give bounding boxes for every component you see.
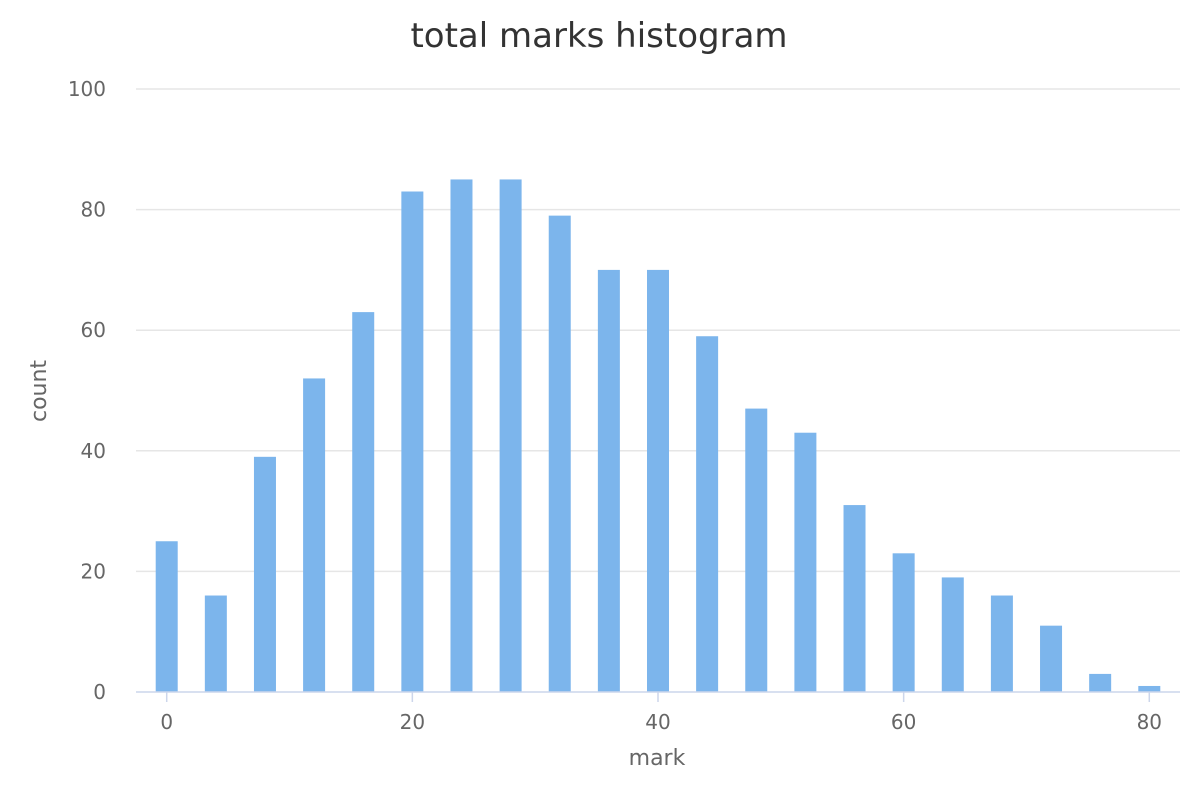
histogram-bar: [352, 312, 375, 692]
histogram-bar: [745, 408, 768, 692]
x-axis-ticks: 0 20 40 60 80: [160, 710, 1162, 734]
y-tick-label: 20: [81, 559, 106, 583]
histogram-bar: [1040, 625, 1063, 692]
histogram-bar: [548, 215, 571, 692]
histogram-bar: [303, 378, 326, 692]
x-tick-label: 60: [891, 710, 916, 734]
histogram-bar: [990, 595, 1013, 692]
histogram-bar: [794, 432, 817, 692]
x-tick-label: 40: [645, 710, 670, 734]
bars: [155, 179, 1161, 692]
x-tick-label: 80: [1137, 710, 1162, 734]
histogram-bar: [647, 269, 669, 692]
histogram-bar: [696, 336, 719, 692]
histogram-bar: [155, 541, 178, 692]
histogram-bar: [1089, 673, 1112, 692]
x-axis: [136, 691, 1180, 702]
histogram-bar: [401, 191, 424, 692]
histogram-bar: [941, 577, 964, 692]
y-tick-label: 0: [93, 680, 106, 704]
y-tick-label: 40: [81, 439, 106, 463]
y-tick-label: 80: [81, 198, 106, 222]
histogram-bar: [450, 179, 473, 692]
histogram-bar: [499, 179, 522, 692]
histogram-bar: [1138, 685, 1161, 692]
histogram-bar: [204, 595, 227, 692]
y-tick-label: 100: [68, 77, 106, 101]
y-axis-label: count: [27, 360, 52, 422]
x-axis-label: mark: [629, 746, 686, 771]
histogram-bar: [597, 269, 620, 692]
histogram-bar: [892, 553, 915, 692]
x-tick-label: 0: [160, 710, 173, 734]
y-tick-label: 60: [81, 318, 106, 342]
histogram-bar: [843, 505, 866, 692]
y-axis-ticks: 0 20 40 60 80 100: [68, 77, 106, 704]
histogram-bar: [253, 456, 276, 692]
chart-title: total marks histogram: [410, 16, 787, 56]
x-tick-label: 20: [400, 710, 425, 734]
